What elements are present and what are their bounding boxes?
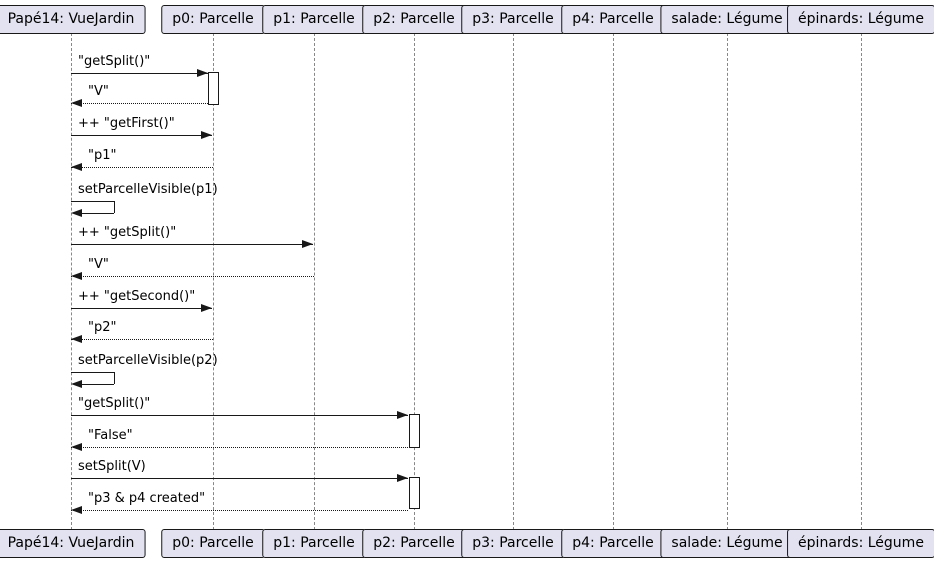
message-line-0 — [71, 73, 208, 74]
participant-box-bottom-p1: p1: Parcelle — [262, 529, 366, 558]
message-line-7 — [71, 308, 212, 309]
message-label-1: "V" — [88, 84, 109, 99]
message-label-5: ++ "getSplit()" — [78, 225, 177, 240]
lifeline-pape14 — [71, 33, 72, 530]
message-arrowhead-icon-6 — [71, 272, 82, 280]
self-message-top-line-4 — [71, 201, 114, 202]
self-message-bottom-line-9 — [80, 384, 114, 385]
self-message-arrowhead-icon-4 — [71, 209, 82, 217]
message-arrowhead-icon-12 — [397, 474, 408, 482]
self-message-label-4: setParcelleVisible(p1) — [78, 182, 218, 197]
self-message-vertical-line-4 — [114, 201, 115, 213]
participant-box-bottom-epinards: épinards: Légume — [787, 529, 934, 558]
message-line-6 — [71, 276, 314, 277]
participant-box-top-p4: p4: Parcelle — [561, 5, 665, 34]
message-arrowhead-icon-5 — [302, 240, 313, 248]
message-arrowhead-icon-11 — [71, 443, 82, 451]
message-line-10 — [71, 415, 408, 416]
participant-box-top-epinards: épinards: Légume — [787, 5, 934, 34]
message-arrowhead-icon-1 — [71, 99, 82, 107]
message-arrowhead-icon-10 — [397, 411, 408, 419]
message-arrowhead-icon-13 — [71, 506, 82, 514]
participant-box-top-p2: p2: Parcelle — [362, 5, 466, 34]
message-label-3: "p1" — [88, 148, 117, 163]
lifeline-p0 — [213, 33, 214, 530]
self-message-label-9: setParcelleVisible(p2) — [78, 353, 218, 368]
message-line-11 — [71, 447, 408, 448]
message-label-8: "p2" — [88, 320, 117, 335]
message-label-6: "V" — [88, 257, 109, 272]
message-label-11: "False" — [88, 428, 133, 443]
message-label-12: setSplit(V) — [78, 459, 146, 474]
participant-box-bottom-p0: p0: Parcelle — [161, 529, 265, 558]
participant-box-top-salade: salade: Légume — [660, 5, 794, 34]
message-line-5 — [71, 244, 313, 245]
message-arrowhead-icon-8 — [71, 335, 82, 343]
activation-bar-p0-0 — [207, 72, 219, 105]
lifeline-p4 — [613, 33, 614, 530]
participant-box-top-p0: p0: Parcelle — [161, 5, 265, 34]
lifeline-epinards — [861, 33, 862, 530]
message-label-10: "getSplit()" — [78, 396, 151, 411]
lifeline-p2 — [414, 33, 415, 530]
participant-box-bottom-p3: p3: Parcelle — [461, 529, 565, 558]
activation-bar-p2-1 — [408, 414, 420, 448]
activation-bar-p2-2 — [408, 477, 420, 509]
message-arrowhead-icon-3 — [71, 163, 82, 171]
message-arrowhead-icon-2 — [201, 131, 212, 139]
lifeline-p1 — [314, 33, 315, 530]
message-line-1 — [71, 103, 208, 104]
participant-box-bottom-pape14: Papé14: VueJardin — [0, 529, 146, 558]
self-message-arrowhead-icon-9 — [71, 380, 82, 388]
participant-box-bottom-p2: p2: Parcelle — [362, 529, 466, 558]
participant-box-bottom-p4: p4: Parcelle — [561, 529, 665, 558]
message-label-0: "getSplit()" — [78, 54, 151, 69]
participant-box-top-p1: p1: Parcelle — [262, 5, 366, 34]
self-message-bottom-line-4 — [80, 213, 114, 214]
message-arrowhead-icon-0 — [197, 69, 208, 77]
participant-box-top-p3: p3: Parcelle — [461, 5, 565, 34]
participant-box-top-pape14: Papé14: VueJardin — [0, 5, 146, 34]
message-label-2: ++ "getFirst()" — [78, 116, 175, 131]
lifeline-salade — [727, 33, 728, 530]
message-arrowhead-icon-7 — [201, 304, 212, 312]
message-line-3 — [71, 167, 213, 168]
self-message-top-line-9 — [71, 372, 114, 373]
participant-box-bottom-salade: salade: Légume — [660, 529, 794, 558]
message-line-2 — [71, 135, 212, 136]
message-label-13: "p3 & p4 created" — [88, 491, 206, 506]
message-line-12 — [71, 478, 408, 479]
message-label-7: ++ "getSecond()" — [78, 289, 196, 304]
message-line-13 — [71, 510, 408, 511]
message-line-8 — [71, 339, 213, 340]
self-message-vertical-line-9 — [114, 372, 115, 384]
lifeline-p3 — [513, 33, 514, 530]
